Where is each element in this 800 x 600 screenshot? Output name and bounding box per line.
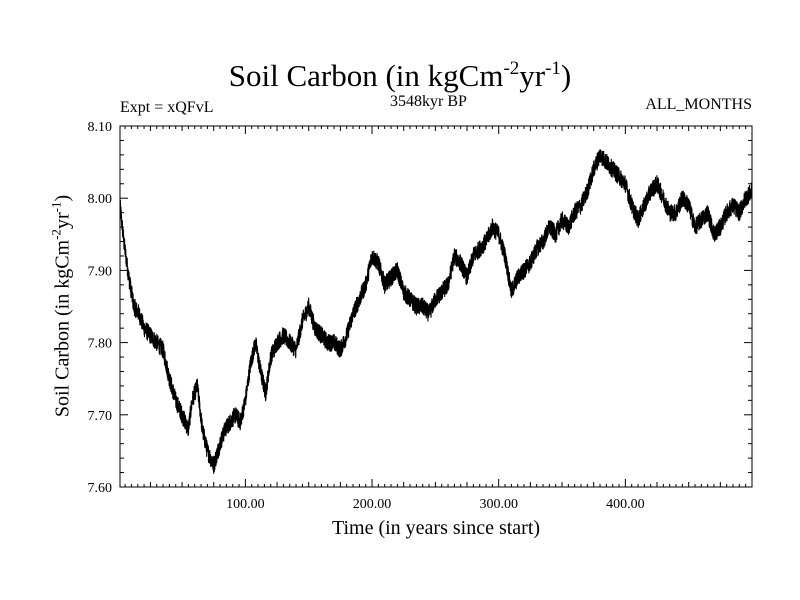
experiment-label: Expt = xQFvL	[120, 99, 214, 116]
series-line	[119, 149, 753, 474]
x-axis-label: Time (in years since start)	[331, 517, 541, 539]
x-tick-label: 200.00	[353, 497, 392, 512]
plot-frame	[119, 125, 753, 488]
x-tick-label: 300.00	[479, 497, 518, 512]
y-tick-label: 7.70	[88, 409, 113, 424]
chart-title: Soil Carbon (in kgCm-2yr-1)	[228, 58, 572, 93]
y-tick-label: 7.90	[88, 264, 113, 279]
x-tick-label: 100.00	[226, 497, 265, 512]
y-tick-label: 8.10	[88, 120, 113, 135]
y-tick-label: 7.80	[88, 337, 113, 352]
x-tick-label: 400.00	[606, 497, 645, 512]
tick-layer: 100.00 200.00 300.00 400.00 7.60 7.70 7.80 7.90…	[88, 120, 752, 512]
y-tick-label: 7.60	[88, 481, 113, 496]
y-tick-label: 8.00	[88, 192, 113, 207]
series-layer	[119, 149, 753, 474]
months-label: ALL_MONTHS	[645, 96, 752, 113]
period-label: 3548kyr BP	[390, 93, 467, 110]
